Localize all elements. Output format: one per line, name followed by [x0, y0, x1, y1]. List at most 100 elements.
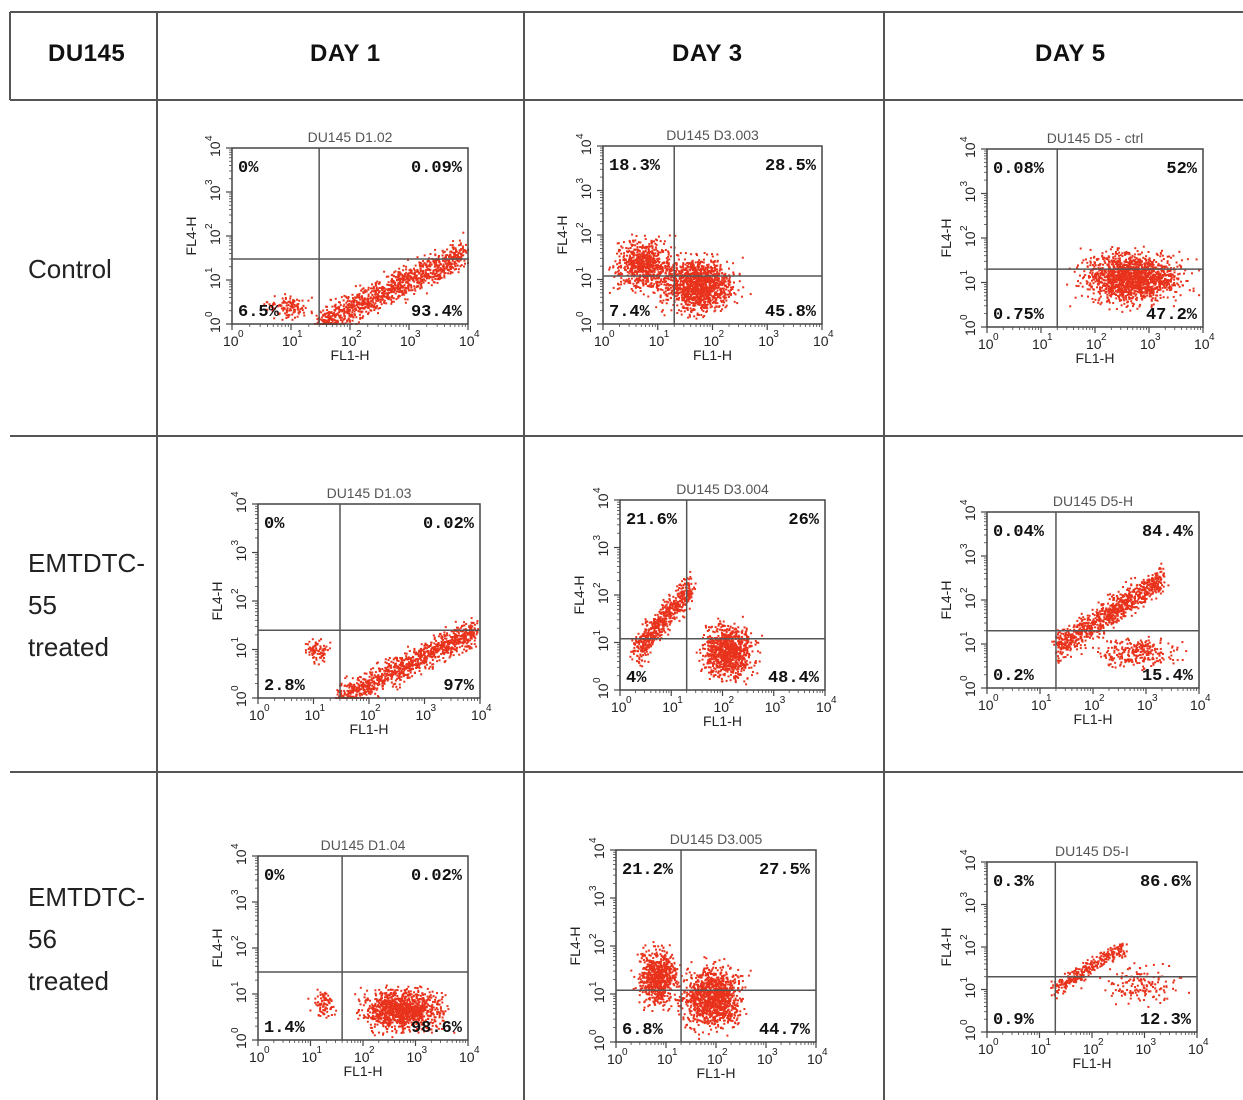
data-point: [654, 252, 657, 255]
data-point: [689, 287, 692, 290]
data-point: [395, 276, 398, 278]
data-point: [327, 319, 330, 322]
data-point: [1119, 269, 1122, 271]
data-point: [645, 271, 648, 274]
data-point: [719, 310, 722, 312]
y-tick-label: 4: [575, 133, 586, 139]
data-point: [420, 282, 423, 285]
data-point: [647, 280, 650, 283]
data-point: [391, 289, 394, 292]
data-point: [648, 264, 651, 267]
data-point: [1156, 288, 1159, 291]
data-point: [1133, 286, 1135, 288]
data-point: [1114, 252, 1117, 255]
data-point: [348, 306, 351, 309]
data-point: [691, 301, 694, 304]
data-point: [637, 241, 640, 244]
data-point: [703, 278, 706, 281]
data-point: [733, 300, 736, 303]
data-point: [693, 288, 696, 291]
data-point: [415, 278, 418, 281]
data-point: [1143, 272, 1146, 275]
data-point: [1129, 266, 1132, 269]
data-point: [1117, 295, 1120, 297]
data-point: [1117, 274, 1120, 277]
data-point: [614, 260, 617, 263]
column-header-day1: DAY 1: [310, 40, 381, 67]
data-point: [647, 247, 650, 250]
y-tick-label: 1: [575, 267, 586, 273]
data-point: [1148, 295, 1151, 298]
data-point: [682, 299, 685, 302]
data-point: [373, 296, 376, 299]
data-point: [663, 261, 665, 264]
data-point: [638, 262, 641, 265]
data-point: [687, 290, 689, 293]
data-point: [1117, 275, 1120, 278]
data-point: [293, 310, 296, 313]
data-point: [1098, 277, 1101, 279]
data-point: [694, 297, 697, 299]
data-point: [276, 311, 279, 314]
data-point: [338, 307, 340, 310]
data-point: [1157, 276, 1160, 279]
data-point: [1116, 291, 1119, 294]
data-point: [1172, 295, 1175, 298]
data-point: [683, 286, 686, 289]
data-point: [465, 243, 467, 246]
data-point: [281, 297, 284, 300]
data-point: [629, 241, 632, 244]
data-point: [676, 268, 678, 271]
data-point: [1151, 263, 1153, 266]
data-point: [1104, 257, 1107, 260]
data-point: [701, 305, 703, 308]
data-point: [456, 254, 459, 256]
data-point: [720, 300, 723, 303]
data-point: [444, 260, 447, 263]
data-point: [394, 286, 397, 289]
data-point: [704, 268, 707, 271]
data-point: [1138, 275, 1141, 278]
data-point: [715, 276, 718, 279]
data-point: [460, 256, 463, 259]
data-point: [415, 286, 418, 289]
data-point: [397, 282, 400, 285]
data-point: [679, 252, 682, 255]
data-point: [703, 275, 706, 278]
data-point: [391, 287, 394, 290]
data-point: [655, 306, 658, 309]
data-point: [1097, 264, 1100, 267]
data-point: [1116, 260, 1118, 263]
data-point: [652, 260, 655, 263]
data-point: [719, 265, 722, 268]
data-point: [413, 293, 416, 295]
data-point: [329, 318, 332, 321]
data-point: [685, 281, 688, 284]
data-point: [1161, 249, 1163, 252]
data-point: [680, 269, 683, 272]
data-point: [445, 263, 448, 265]
data-point: [1173, 282, 1176, 285]
data-point: [1166, 262, 1169, 264]
data-point: [408, 269, 411, 272]
data-point: [1152, 303, 1155, 306]
data-point: [384, 292, 387, 295]
y-axis-label: FL4-H: [183, 217, 199, 256]
data-point: [1147, 275, 1150, 278]
data-point: [349, 306, 352, 309]
data-point: [390, 298, 393, 301]
data-point: [462, 254, 465, 257]
data-point: [630, 277, 633, 280]
data-point: [641, 270, 644, 272]
data-point: [676, 254, 679, 256]
data-point: [443, 268, 446, 271]
data-point: [698, 303, 701, 306]
data-point: [627, 250, 630, 253]
data-point: [369, 305, 372, 308]
data-point: [706, 310, 708, 313]
data-point: [385, 275, 388, 278]
data-point: [459, 265, 462, 268]
data-point: [1123, 251, 1126, 254]
data-point: [703, 304, 706, 307]
data-point: [408, 279, 411, 282]
